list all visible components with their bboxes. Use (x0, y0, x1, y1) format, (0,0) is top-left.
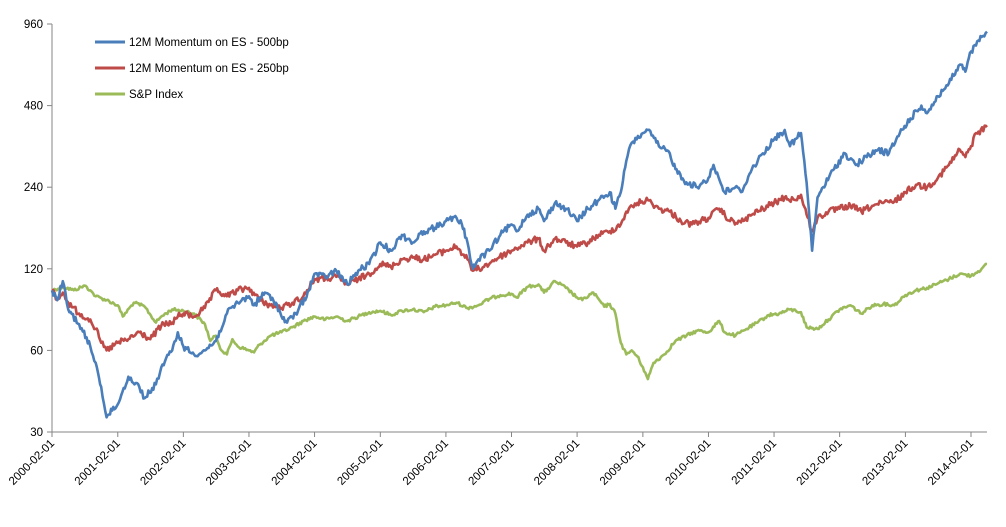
legend-label-0: 12M Momentum on ES - 500bp (129, 37, 289, 49)
y-tick-label: 120 (24, 264, 43, 276)
y-tick-label: 960 (24, 19, 43, 31)
series-layer (50, 30, 988, 419)
legend-label-1: 12M Momentum on ES - 250bp (129, 63, 289, 75)
y-tick-label: 60 (30, 345, 43, 357)
y-tick-label: 480 (24, 101, 43, 113)
series-line-1 (51, 124, 988, 352)
series-line-2 (51, 262, 988, 381)
y-tick-label: 30 (30, 427, 43, 439)
y-tick-label: 240 (24, 182, 43, 194)
series-line-0 (50, 30, 988, 419)
legend-label-2: S&P Index (129, 89, 183, 101)
legend: 12M Momentum on ES - 500bp 12M Momentum o… (95, 37, 289, 101)
